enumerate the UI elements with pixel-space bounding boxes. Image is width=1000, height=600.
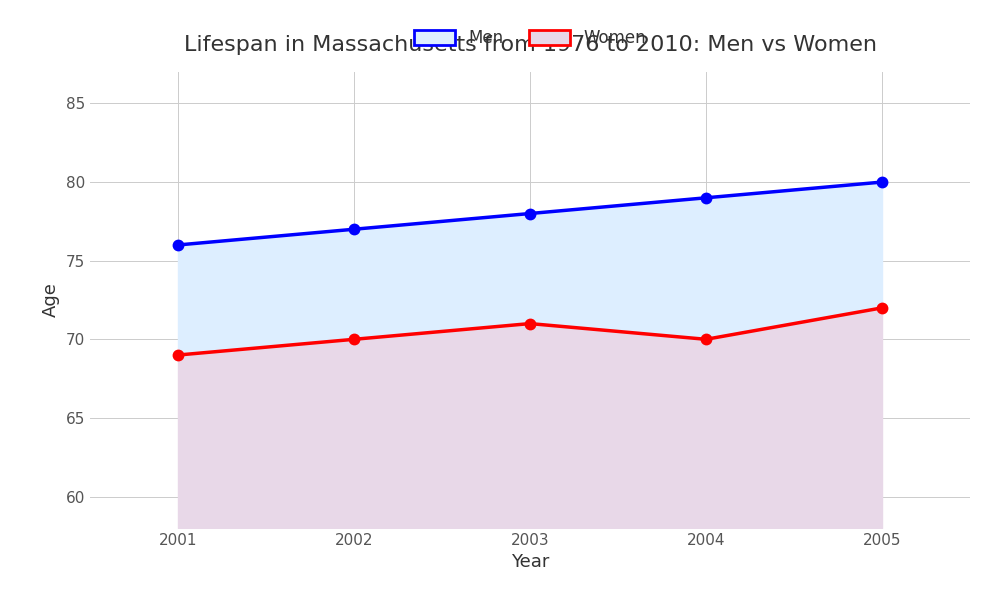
Legend: Men, Women: Men, Women (405, 21, 655, 56)
Title: Lifespan in Massachusetts from 1976 to 2010: Men vs Women: Lifespan in Massachusetts from 1976 to 2… (184, 35, 876, 55)
X-axis label: Year: Year (511, 553, 549, 571)
Y-axis label: Age: Age (42, 283, 60, 317)
